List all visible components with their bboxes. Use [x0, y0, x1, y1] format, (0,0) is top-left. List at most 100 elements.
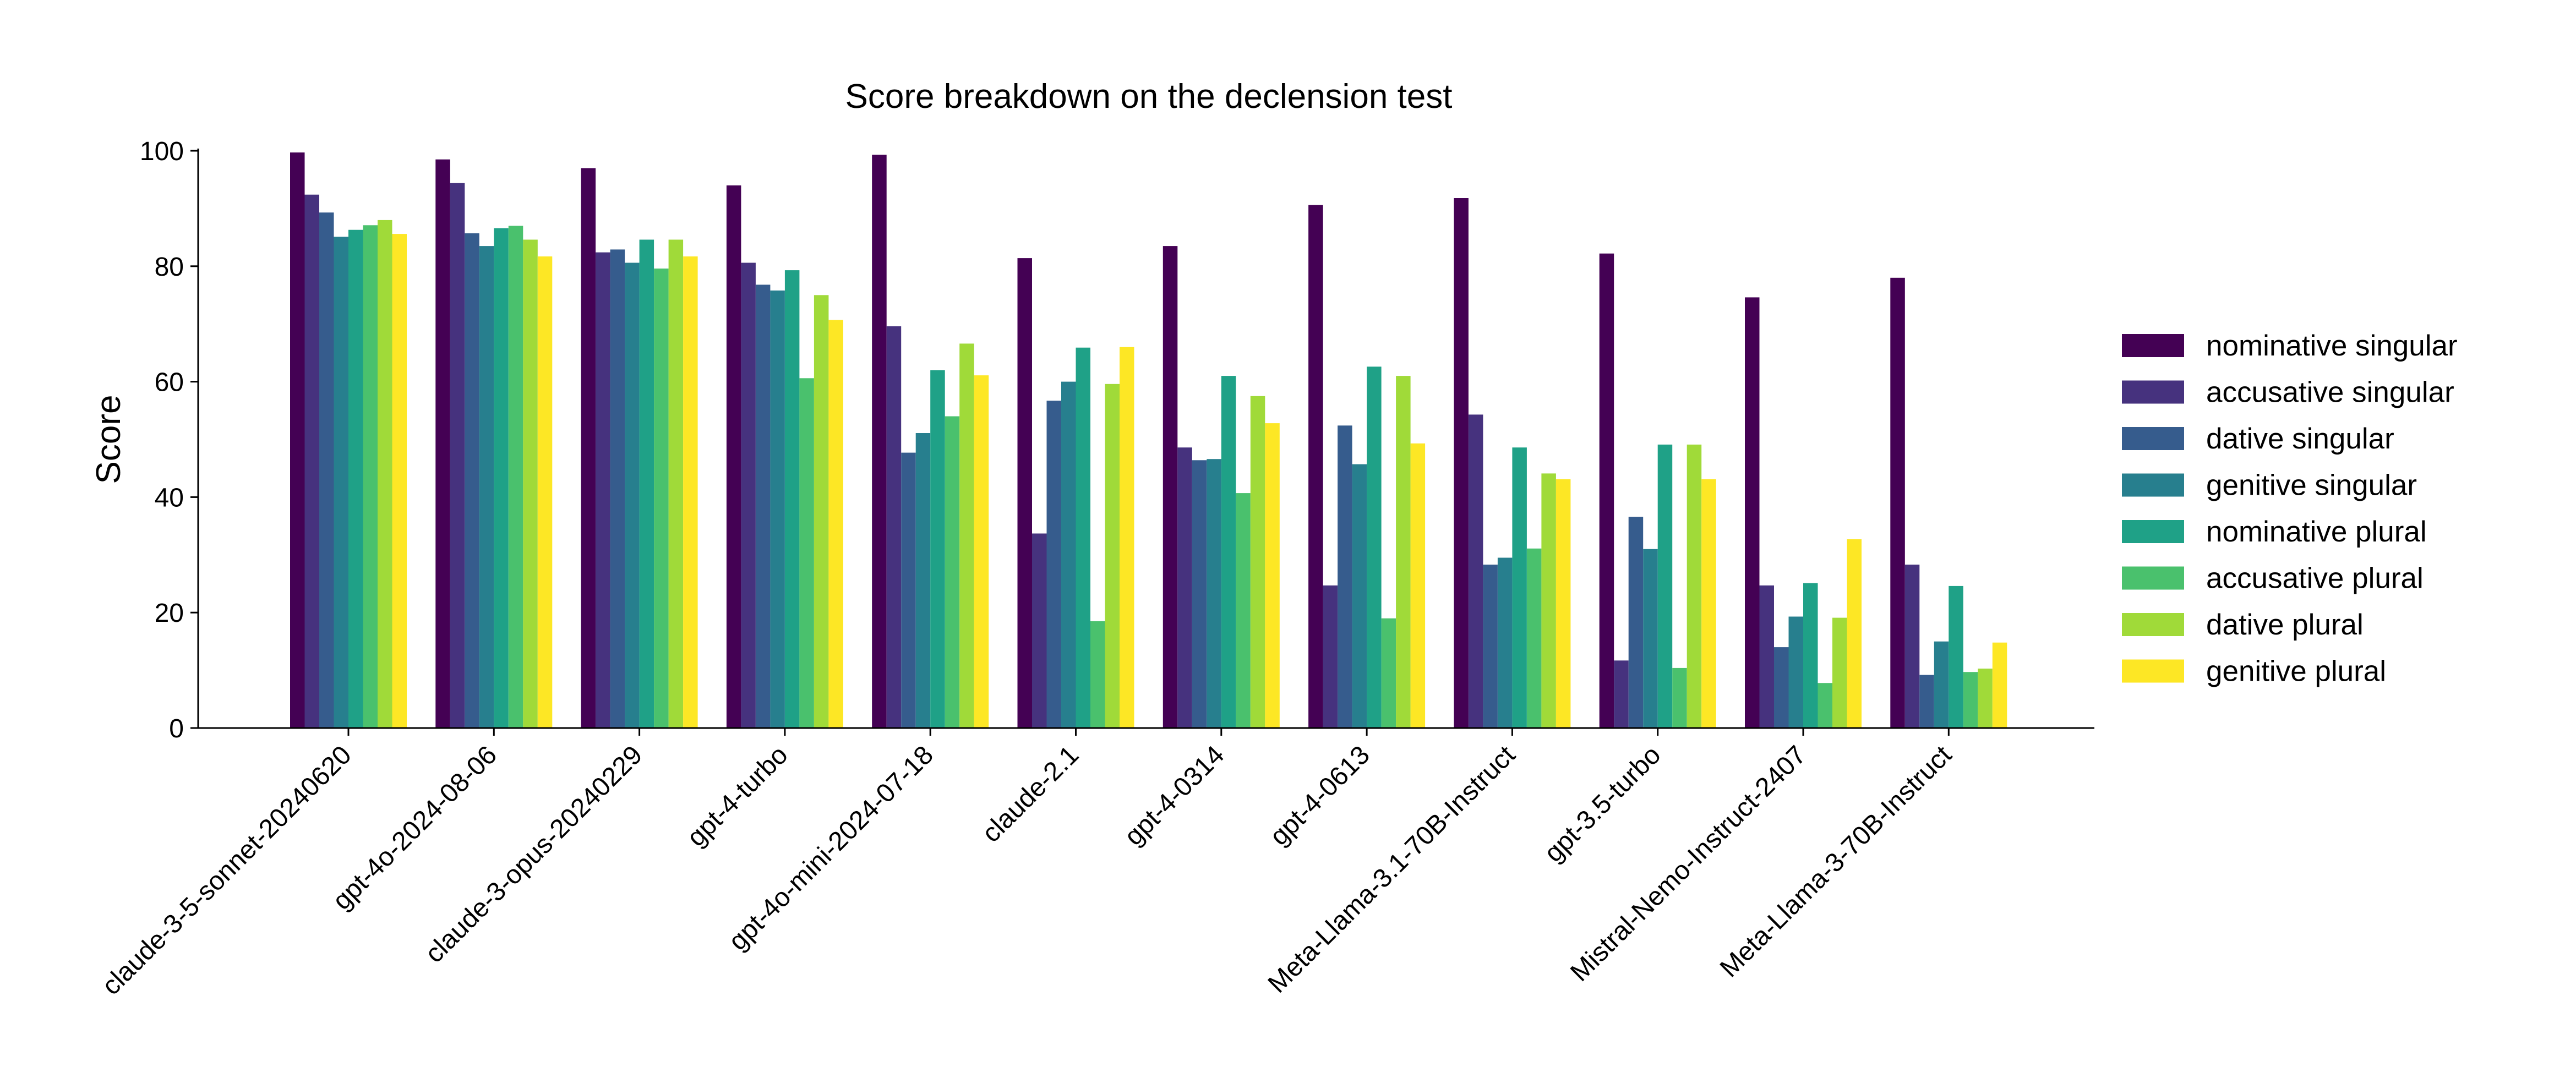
bar [290, 152, 305, 729]
legend-swatch [2122, 659, 2184, 683]
bar [1832, 617, 1847, 728]
bar-group [1017, 258, 1134, 729]
legend-swatch [2122, 566, 2184, 590]
bar [784, 270, 800, 729]
bar [1207, 459, 1221, 728]
bar [1250, 396, 1265, 728]
bar [799, 378, 814, 728]
x-axis: claude-3-5-sonnet-20240620gpt-4o-2024-08… [96, 727, 2094, 1001]
bar [726, 185, 741, 728]
legend: nominative singular accusative singular da… [2122, 330, 2458, 688]
bar [974, 375, 989, 728]
bar [1949, 585, 1963, 728]
bar [596, 252, 610, 729]
bar [1061, 381, 1076, 728]
bar [1265, 423, 1280, 728]
bar [508, 226, 523, 728]
x-tick-label: gpt-4-0613 [1264, 740, 1376, 851]
bar [1192, 460, 1207, 728]
x-tick-label: Meta-Llama-3-70B-Instruct [1715, 740, 1957, 983]
bar [1221, 376, 1236, 728]
legend-label: accusative plural [2206, 562, 2424, 595]
bar [1236, 493, 1251, 728]
bar-group [581, 168, 698, 729]
y-axis-label: Score [90, 395, 128, 484]
bar [755, 284, 771, 728]
legend-item: dative plural [2122, 609, 2364, 641]
x-tick-label: gpt-3.5-turbo [1539, 740, 1667, 868]
bar [886, 326, 902, 728]
legend-item: accusative singular [2122, 376, 2454, 409]
bar [639, 239, 654, 728]
bar [1454, 198, 1469, 728]
bar [1963, 672, 1978, 728]
bar [581, 168, 596, 728]
bar [1526, 548, 1542, 728]
x-tick-label: claude-3-5-sonnet-20240620 [96, 740, 357, 1000]
bar [770, 290, 785, 728]
legend-item: genitive plural [2122, 655, 2386, 688]
x-tick-label: Mistral-Nemo-Instruct-2407 [1565, 740, 1812, 987]
bar [625, 262, 640, 728]
bar-group [1599, 253, 1716, 728]
bar-group [1308, 205, 1426, 729]
bar [1017, 258, 1032, 729]
x-tick-label: claude-2.1 [976, 740, 1084, 848]
x-tick-label: gpt-4-turbo [681, 740, 794, 852]
x-tick-label: gpt-4-0314 [1119, 740, 1230, 851]
legend-item: nominative singular [2122, 330, 2458, 362]
legend-label: nominative singular [2206, 330, 2458, 362]
bar [1032, 533, 1047, 728]
bar [450, 183, 465, 728]
bar-group [1890, 277, 2007, 728]
bar [1657, 444, 1673, 728]
bar-group [1163, 246, 1280, 729]
bar [537, 256, 553, 728]
bar [392, 234, 407, 729]
bar [1672, 667, 1687, 728]
y-tick-label: 40 [155, 483, 184, 512]
bar [741, 262, 756, 728]
bar [1497, 557, 1513, 728]
x-tick-label: gpt-4o-2024-08-06 [327, 740, 503, 916]
bar [1483, 565, 1498, 728]
legend-label: dative plural [2206, 609, 2364, 641]
bar [348, 229, 363, 728]
chart-title: Score breakdown on the declension test [845, 78, 1453, 116]
bar [1628, 517, 1644, 728]
bar [523, 239, 538, 728]
bar [1759, 585, 1774, 728]
bar-group [290, 152, 407, 729]
bar [668, 239, 684, 728]
legend-swatch [2122, 520, 2184, 543]
bar [1919, 675, 1934, 728]
bar [1687, 444, 1702, 728]
plot-area [290, 152, 2007, 729]
legend-label: genitive plural [2206, 655, 2386, 688]
bar [1904, 565, 1920, 728]
bar [1323, 585, 1338, 728]
bar [1410, 443, 1426, 728]
bar [1381, 618, 1396, 728]
legend-label: genitive singular [2206, 469, 2417, 502]
bar-group [435, 159, 553, 729]
bar [1090, 621, 1105, 728]
bar [930, 370, 945, 728]
bar [683, 256, 698, 728]
bar [915, 433, 931, 728]
bar [1076, 347, 1090, 728]
bar [872, 155, 887, 728]
bar [1774, 647, 1789, 728]
bar [363, 225, 378, 728]
bar [828, 320, 843, 728]
bar [1120, 347, 1134, 728]
bar [1468, 414, 1483, 728]
bar [1890, 277, 1905, 728]
legend-item: accusative plural [2122, 562, 2424, 595]
y-tick-label: 100 [140, 137, 184, 166]
y-tick-label: 60 [155, 368, 184, 397]
bar [1701, 479, 1716, 728]
y-axis: 0 20 40 60 80 100 [140, 137, 199, 743]
bar [1614, 660, 1629, 728]
legend-swatch [2122, 427, 2184, 450]
